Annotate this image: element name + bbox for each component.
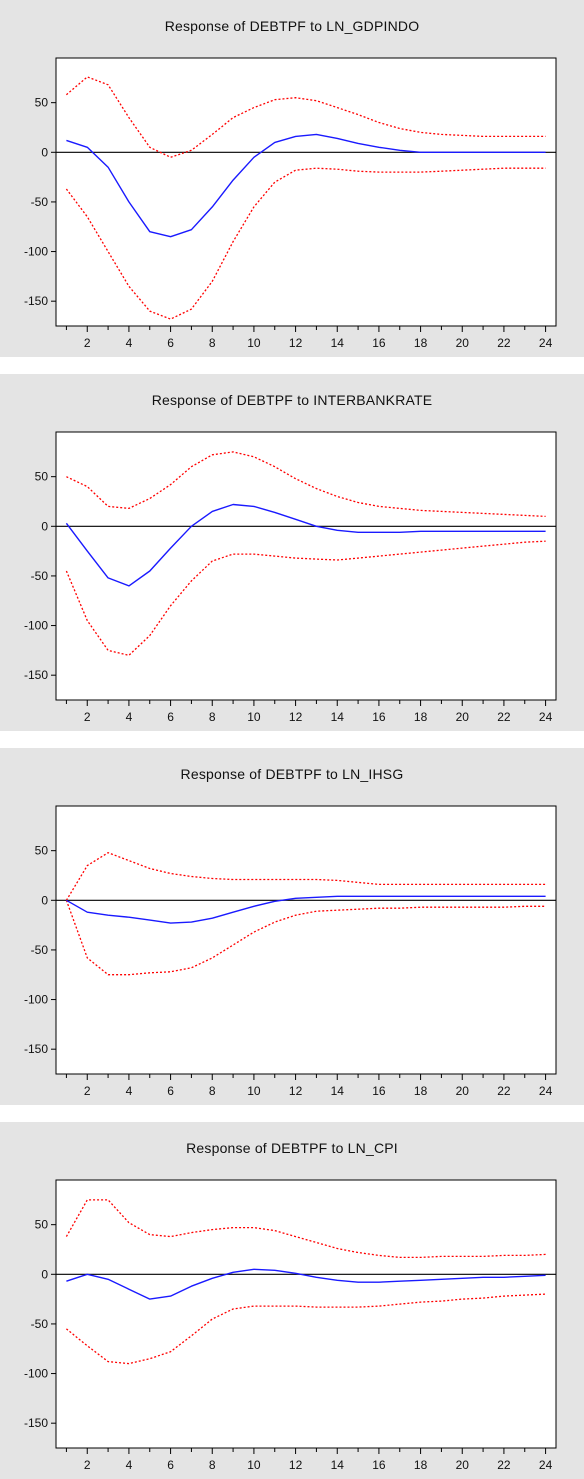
x-tick-label: 20 <box>456 336 470 350</box>
y-tick-label: -150 <box>24 668 48 682</box>
plot-area <box>55 431 557 701</box>
y-tick-label: 0 <box>41 893 48 907</box>
x-tick-label: 24 <box>539 1084 553 1098</box>
x-tick-label: 8 <box>209 1458 216 1472</box>
x-tick-label: 18 <box>414 336 428 350</box>
x-tick-label: 14 <box>331 710 345 724</box>
plot-area <box>55 1179 557 1449</box>
x-tick-label: 16 <box>372 710 386 724</box>
x-tick-label: 22 <box>497 1458 511 1472</box>
y-tick-label: -100 <box>24 619 48 633</box>
x-tick-label: 12 <box>289 710 303 724</box>
y-tick-label: -150 <box>24 1042 48 1056</box>
x-tick-label: 24 <box>539 710 553 724</box>
x-tick-label: 20 <box>456 1458 470 1472</box>
response-line <box>66 1268 546 1300</box>
y-tick-label: -50 <box>31 569 49 583</box>
chart-title: Response of DEBTPF to LN_IHSG <box>180 766 404 782</box>
x-tick-label: 18 <box>414 1458 428 1472</box>
chart-title: Response of DEBTPF to LN_GDPINDO <box>164 18 420 34</box>
x-tick-label: 22 <box>497 1084 511 1098</box>
irf-panel-2: Response of DEBTPF to INTERBANKRATE 50 0 -5… <box>0 374 584 731</box>
y-tick-label: -50 <box>31 943 49 957</box>
y-tick-label: 50 <box>35 96 49 110</box>
x-tick-label: 12 <box>289 1084 303 1098</box>
x-tick-label: 8 <box>209 336 216 350</box>
x-tick-label: 22 <box>497 710 511 724</box>
lower-confidence-band <box>65 167 546 320</box>
y-tick-label: 50 <box>35 470 49 484</box>
response-line <box>66 133 546 238</box>
x-tick-label: 16 <box>372 336 386 350</box>
y-tick-label: -150 <box>24 1416 48 1430</box>
response-line <box>65 503 546 587</box>
x-tick-label: 24 <box>539 336 553 350</box>
x-tick-label: 8 <box>209 1084 216 1098</box>
x-tick-label: 4 <box>126 1084 133 1098</box>
y-tick-label: 50 <box>35 1218 49 1232</box>
plot-area <box>55 805 557 1075</box>
y-tick-label: -100 <box>24 993 48 1007</box>
x-tick-label: 10 <box>247 336 261 350</box>
x-tick-label: 6 <box>167 710 174 724</box>
plot-area <box>55 57 557 327</box>
x-tick-label: 6 <box>167 336 174 350</box>
upper-confidence-band <box>65 852 546 901</box>
irf-panel-4: Response of DEBTPF to LN_CPI 50 0 -50 -100 -1… <box>0 1122 584 1479</box>
x-tick-label: 2 <box>84 710 91 724</box>
y-tick-label: -100 <box>24 245 48 259</box>
x-tick-label: 14 <box>331 336 345 350</box>
y-tick-label: 0 <box>41 145 48 159</box>
x-tick-label: 20 <box>456 710 470 724</box>
x-tick-label: 4 <box>126 710 133 724</box>
y-tick-label: -50 <box>31 195 49 209</box>
upper-confidence-band <box>66 451 546 518</box>
x-tick-label: 6 <box>167 1084 174 1098</box>
chart-title: Response of DEBTPF to LN_CPI <box>186 1140 398 1156</box>
x-tick-label: 2 <box>84 1458 91 1472</box>
lower-confidence-band <box>65 540 546 656</box>
y-tick-label: 50 <box>35 844 49 858</box>
upper-confidence-band <box>65 76 546 158</box>
x-tick-label: 14 <box>331 1084 345 1098</box>
x-tick-label: 22 <box>497 336 511 350</box>
irf-panel-1: Response of DEBTPF to LN_GDPINDO 50 0 -50 -1… <box>0 0 584 357</box>
x-tick-label: 20 <box>456 1084 470 1098</box>
x-tick-label: 18 <box>414 710 428 724</box>
x-tick-label: 24 <box>539 1458 553 1472</box>
y-tick-label: 0 <box>41 1267 48 1281</box>
response-line <box>66 895 546 924</box>
upper-confidence-band <box>65 1199 546 1259</box>
x-tick-label: 10 <box>247 1084 261 1098</box>
x-tick-label: 4 <box>126 1458 133 1472</box>
y-tick-label: -100 <box>24 1367 48 1381</box>
x-tick-label: 4 <box>126 336 133 350</box>
x-tick-label: 12 <box>289 336 303 350</box>
x-tick-label: 18 <box>414 1084 428 1098</box>
y-tick-label: -50 <box>31 1317 49 1331</box>
x-tick-label: 6 <box>167 1458 174 1472</box>
x-tick-label: 14 <box>331 1458 345 1472</box>
y-tick-label: 0 <box>41 519 48 533</box>
x-tick-label: 2 <box>84 1084 91 1098</box>
x-tick-label: 8 <box>209 710 216 724</box>
x-tick-label: 2 <box>84 336 91 350</box>
irf-panel-3: Response of DEBTPF to LN_IHSG 50 0 -50 -100 -… <box>0 748 584 1105</box>
x-tick-label: 10 <box>247 710 261 724</box>
x-tick-label: 12 <box>289 1458 303 1472</box>
chart-title: Response of DEBTPF to INTERBANKRATE <box>151 392 433 408</box>
x-tick-label: 16 <box>372 1084 386 1098</box>
y-tick-label: -150 <box>24 294 48 308</box>
x-tick-label: 16 <box>372 1458 386 1472</box>
x-tick-label: 10 <box>247 1458 261 1472</box>
